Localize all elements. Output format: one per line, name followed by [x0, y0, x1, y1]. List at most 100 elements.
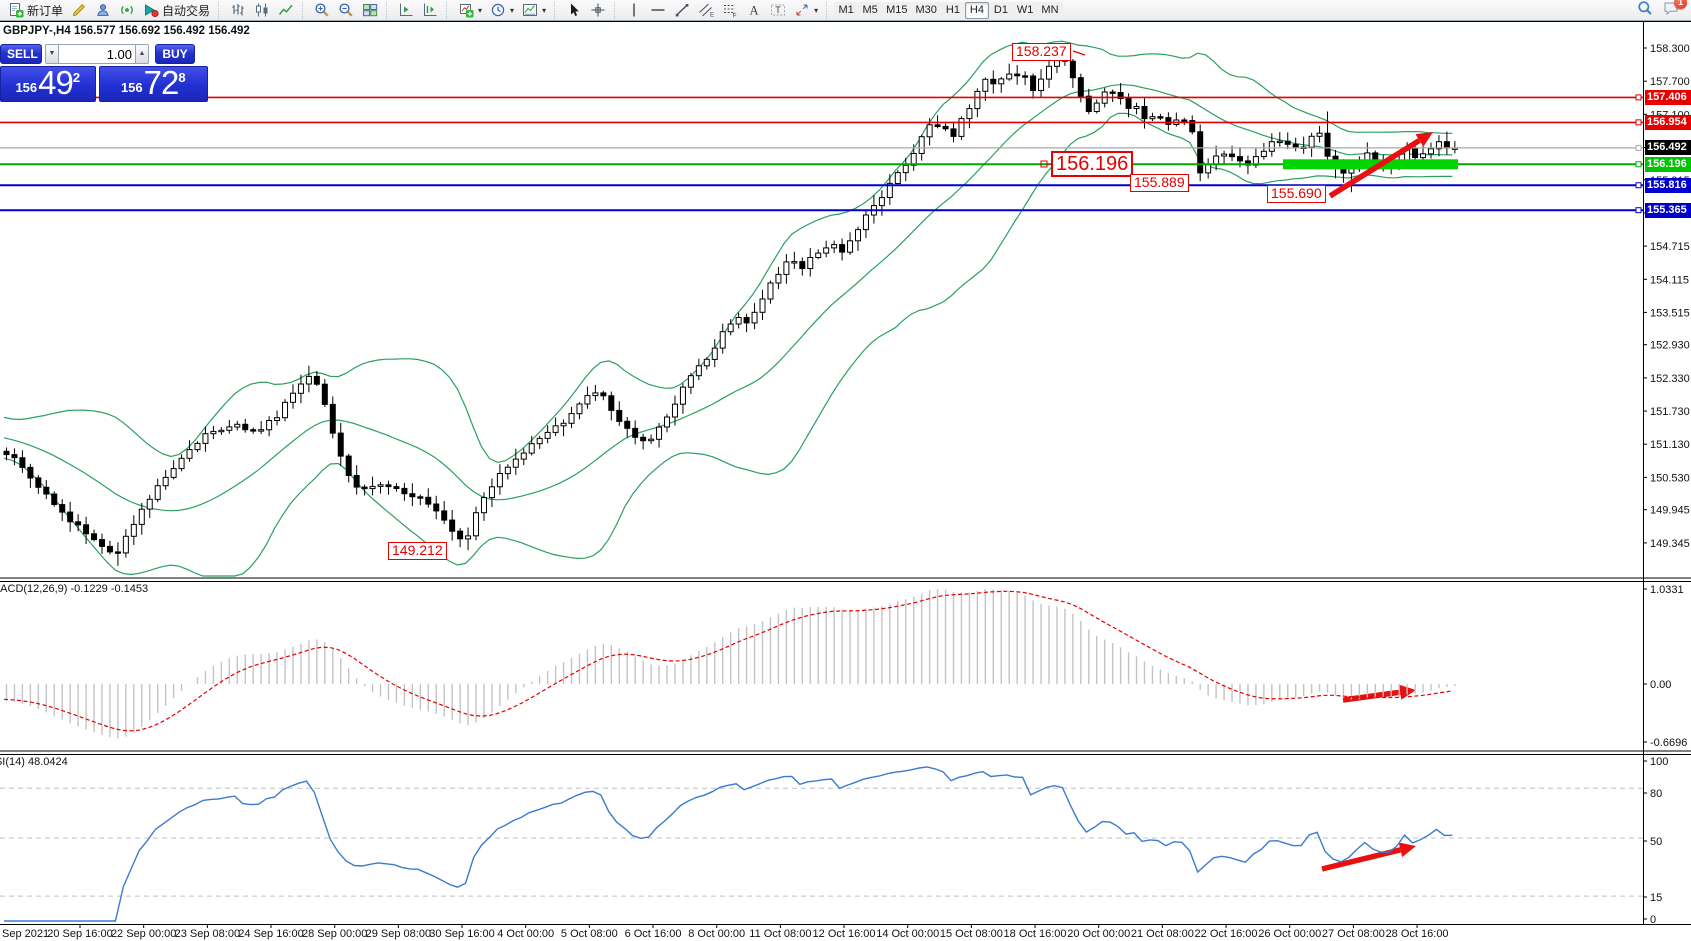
new-order-button[interactable]: 新订单 — [4, 1, 67, 20]
level-handle[interactable] — [1635, 144, 1642, 151]
time-tick-label: 29 Sep 08:00 — [366, 928, 431, 940]
periods-button[interactable]: ▾ — [486, 1, 518, 20]
templates-button[interactable]: ▾ — [518, 1, 550, 20]
new-order-icon — [8, 2, 24, 18]
time-tick-label: 28 Sep 00:00 — [302, 928, 367, 940]
one-click-trading-widget: SELL ▼ ▲ BUY 156 49 2 156 72 8 — [0, 44, 208, 102]
time-tick-label: 26 Oct 00:00 — [1258, 928, 1321, 940]
indicators-button[interactable]: ▾ — [454, 1, 486, 20]
level-handle[interactable] — [1635, 94, 1642, 101]
volume-decrease-button[interactable]: ▼ — [45, 44, 59, 64]
timeframe-MN[interactable]: MN — [1037, 1, 1063, 19]
volume-increase-button[interactable]: ▲ — [135, 44, 149, 64]
time-tick-label: 11 Oct 08:00 — [749, 928, 811, 940]
bollinger-middle-band — [3, 84, 1453, 512]
level-handle[interactable] — [1635, 161, 1642, 168]
time-tick-label: 20 Sep 16:00 — [47, 928, 112, 940]
level-handle[interactable] — [1635, 119, 1642, 126]
tile-windows-button[interactable] — [358, 1, 382, 20]
timeframe-D1[interactable]: D1 — [988, 1, 1013, 19]
trend-arrow[interactable] — [1328, 132, 1433, 199]
rsi-tick-label: 100 — [1650, 756, 1668, 768]
spinner-up-icon: ▲ — [138, 50, 146, 57]
indicators-icon — [458, 2, 474, 18]
cursor-button[interactable] — [562, 1, 586, 20]
signal-button[interactable] — [115, 1, 139, 20]
zoom-out-button[interactable] — [334, 1, 358, 20]
line-chart-button[interactable] — [274, 1, 298, 20]
rsi-tick-label: 50 — [1650, 836, 1662, 848]
price-annotation-155.690[interactable]: 155.690 — [1267, 185, 1326, 203]
price-annotation-158.237[interactable]: 158.237 — [1012, 43, 1071, 61]
bollinger-lower-band — [3, 112, 1453, 577]
macd-pane[interactable] — [3, 589, 1456, 739]
bars-chart-button[interactable] — [226, 1, 250, 20]
notification-badge: 1 — [1674, 0, 1687, 9]
candles-chart-button[interactable] — [250, 1, 274, 20]
rsi-pane[interactable] — [0, 766, 1643, 922]
trend-arrow[interactable] — [1321, 842, 1416, 872]
price-annotation-149.212[interactable]: 149.212 — [388, 542, 447, 560]
cursor-icon — [566, 2, 582, 18]
timeframe-H4[interactable]: H4 — [964, 1, 989, 19]
fibonacci-button[interactable]: F — [718, 1, 742, 20]
time-tick-label: 5 Oct 08:00 — [561, 928, 618, 940]
zoom-in-button[interactable] — [310, 1, 334, 20]
timeframe-M30[interactable]: M30 — [911, 1, 941, 19]
price-tick-label: 149.345 — [1650, 538, 1690, 550]
support-zone-bar[interactable] — [1283, 159, 1458, 170]
time-tick-label: 18 Oct 16:00 — [1004, 928, 1067, 940]
price-annotation-156.196[interactable]: 156.196 — [1051, 151, 1134, 178]
price-annotation-155.889[interactable]: 155.889 — [1130, 174, 1189, 192]
timeframe-M15[interactable]: M15 — [882, 1, 912, 19]
timeframe-M1[interactable]: M1 — [834, 1, 859, 19]
vertical-line-button[interactable] — [622, 1, 646, 20]
fibonacci-icon: F — [722, 2, 738, 18]
text-button[interactable]: A — [742, 1, 766, 20]
search-button[interactable] — [1637, 0, 1653, 21]
equidistant-channel-button[interactable]: E — [694, 1, 718, 20]
bollinger-bands — [3, 40, 1453, 577]
price-tag-156.492: 156.492 — [1645, 140, 1691, 156]
trendline-button[interactable] — [670, 1, 694, 20]
crosshair-button[interactable] — [586, 1, 610, 20]
time-tick-label: 12 Oct 16:00 — [813, 928, 876, 940]
arrow-objects-icon — [794, 2, 810, 18]
buy-price-panel[interactable]: 156 72 8 — [98, 66, 208, 102]
macd-indicator-label: MACD(12,26,9) -0.1229 -0.1453 — [0, 583, 149, 595]
level-handle[interactable] — [1635, 182, 1642, 189]
profile-button[interactable] — [91, 1, 115, 20]
price-tick-label: 158.300 — [1650, 43, 1690, 55]
bars-chart-icon — [230, 2, 246, 18]
chart-shift-button[interactable] — [418, 1, 442, 20]
time-tick-label: 20 Oct 00:00 — [1067, 928, 1130, 940]
text-label-button[interactable]: T — [766, 1, 790, 20]
spinner-down-icon: ▼ — [48, 50, 56, 57]
crayon-button[interactable] — [67, 1, 91, 20]
buy-button[interactable]: BUY — [155, 44, 195, 64]
sell-button[interactable]: SELL — [0, 44, 42, 64]
volume-input[interactable] — [59, 44, 135, 64]
search-icon — [1637, 0, 1653, 20]
sell-price-panel[interactable]: 156 49 2 — [0, 66, 96, 102]
timeframe-M5[interactable]: M5 — [858, 1, 883, 19]
auto-trading-button[interactable]: 自动交易 — [139, 1, 214, 20]
buy-price-point: 8 — [178, 70, 186, 85]
price-tag-156.954: 156.954 — [1645, 114, 1691, 130]
arrow-objects-button[interactable]: ▾ — [790, 1, 822, 20]
timeframe-H1[interactable]: H1 — [940, 1, 965, 19]
horizontal-line-button[interactable] — [646, 1, 670, 20]
trend-arrow[interactable] — [1342, 684, 1416, 703]
time-tick-label: 28 Oct 16:00 — [1386, 928, 1449, 940]
chat-button[interactable]: 1 — [1663, 0, 1687, 21]
dropdown-arrow-icon: ▾ — [814, 5, 819, 15]
level-handle[interactable] — [1635, 207, 1642, 214]
price-axis: 158.300157.700157.100156.500155.915155.3… — [1643, 43, 1690, 926]
time-tick-label: 21 Oct 08:00 — [1131, 928, 1194, 940]
periods-icon — [490, 2, 506, 18]
price-tick-label: 151.130 — [1650, 439, 1690, 451]
timeframe-W1[interactable]: W1 — [1012, 1, 1038, 19]
auto-scroll-button[interactable] — [394, 1, 418, 20]
